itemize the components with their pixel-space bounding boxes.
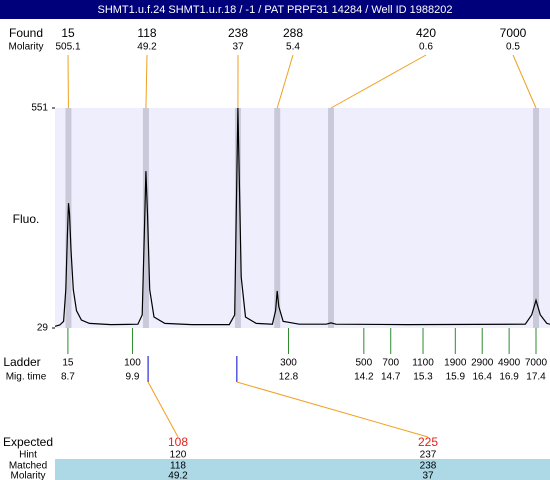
peak-band: [234, 108, 241, 328]
found-size: 15: [61, 26, 75, 40]
matched-size: 238: [420, 461, 437, 472]
matched-band: [55, 459, 550, 480]
chart-title: SHMT1.u.f.24 SHMT1.u.r.18 / -1 / PAT PRP…: [97, 4, 452, 16]
found-molarity: 505.1: [55, 42, 80, 53]
expected-connector: [147, 381, 179, 438]
peak-band: [142, 108, 149, 328]
expected-molarity-label: Molarity: [10, 471, 45, 480]
y-tick-label: 29: [37, 323, 49, 334]
matched-molarity: 37: [422, 471, 434, 480]
ladder-size: 100: [124, 358, 141, 369]
expected-label: Expected: [3, 435, 53, 449]
molarity-label: Molarity: [8, 42, 43, 53]
y-axis-label: Fluo.: [13, 212, 40, 226]
ladder-time: 15.9: [446, 372, 466, 383]
ladder-time: 14.7: [381, 372, 401, 383]
ladder-size: 1900: [444, 358, 467, 369]
found-connector: [145, 54, 148, 109]
mig-time-label: Mig. time: [6, 372, 47, 383]
matched-label: Matched: [9, 461, 47, 472]
trace: [54, 107, 550, 327]
matched-molarity: 49.2: [168, 471, 188, 480]
ladder-size: 7000: [525, 358, 548, 369]
ladder-time: 14.2: [354, 372, 374, 383]
found-molarity: 37: [232, 42, 244, 53]
expected-size: 225: [418, 435, 438, 449]
hint-size: 120: [170, 450, 187, 461]
ladder-size: 2900: [471, 358, 494, 369]
ladder-label: Ladder: [3, 355, 40, 369]
found-connector: [330, 54, 427, 109]
ladder-time: 16.4: [472, 372, 492, 383]
expected-size: 108: [168, 435, 188, 449]
ladder-time: 9.9: [126, 372, 140, 383]
hint-label: Hint: [19, 450, 37, 461]
ladder-time: 17.4: [526, 372, 546, 383]
peak-band: [328, 108, 335, 328]
found-size: 7000: [500, 26, 527, 40]
found-label: Found: [9, 26, 43, 40]
ladder-time: 16.9: [499, 372, 519, 383]
found-size: 118: [137, 26, 156, 40]
found-size: 420: [416, 26, 436, 40]
plot-area: [55, 108, 550, 328]
peak-band: [274, 108, 281, 328]
peak-band: [533, 108, 540, 328]
ladder-time: 15.3: [413, 372, 433, 383]
found-molarity: 5.4: [286, 42, 300, 53]
found-connector: [276, 54, 294, 109]
ladder-time: 8.7: [61, 372, 75, 383]
found-connector: [512, 54, 537, 109]
found-molarity: 0.6: [419, 42, 433, 53]
ladder-size: 4900: [498, 358, 521, 369]
expected-connector: [236, 381, 429, 438]
hint-size: 237: [420, 450, 437, 461]
title-bar: [0, 0, 550, 19]
found-molarity: 49.2: [137, 42, 157, 53]
found-molarity: 0.5: [506, 42, 520, 53]
ladder-time: 12.8: [279, 372, 299, 383]
ladder-size: 700: [382, 358, 399, 369]
ladder-size: 15: [62, 358, 74, 369]
found-size: 288: [283, 26, 303, 40]
ladder-size: 1100: [412, 358, 434, 369]
found-size: 238: [228, 26, 248, 40]
matched-size: 118: [170, 461, 186, 472]
ladder-size: 500: [355, 358, 372, 369]
y-tick-label: 551: [31, 103, 48, 114]
ladder-size: 300: [280, 358, 297, 369]
